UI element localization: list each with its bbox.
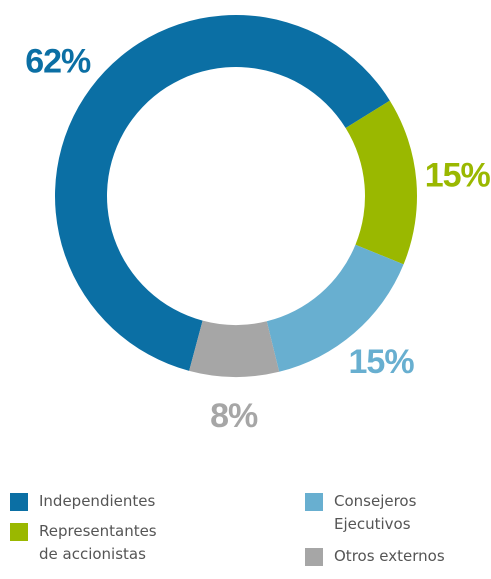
legend-label: Consejeros Ejecutivos <box>334 492 417 533</box>
value-label: 15% <box>425 156 491 194</box>
value-label: 15% <box>349 343 415 381</box>
donut-segment <box>189 320 280 377</box>
chart: 62% 15% 15% 8% <box>25 14 491 435</box>
legend-item: Consejeros Ejecutivos <box>305 490 445 536</box>
value-label: 8% <box>210 397 258 435</box>
value-label: 62% <box>25 43 91 81</box>
legend-label: Otros externos <box>334 547 445 565</box>
legend-swatch <box>10 523 28 541</box>
legend-label: Representantes de accionistas <box>39 522 157 563</box>
legend-swatch <box>305 548 323 566</box>
legend-swatch <box>305 493 323 511</box>
donut-segment <box>345 100 418 265</box>
legend-item: Representantes de accionistas <box>10 520 160 566</box>
legend-item: Otros externos <box>305 545 455 568</box>
legend-swatch <box>10 493 28 511</box>
donut-segment <box>55 14 390 371</box>
legend-item: Independientes <box>10 490 160 513</box>
donut-segment <box>266 244 404 372</box>
legend-label: Independientes <box>39 492 156 510</box>
